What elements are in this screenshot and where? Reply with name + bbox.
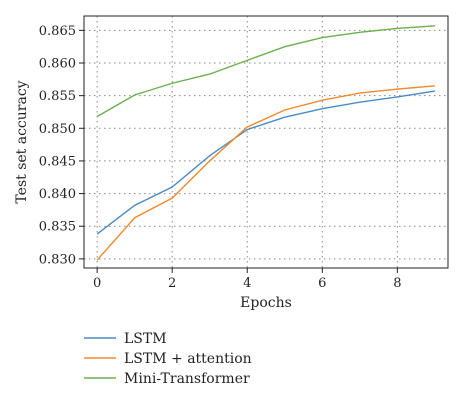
y-axis-label: Test set accuracy [14, 80, 30, 203]
x-tick-label: 6 [318, 276, 326, 291]
y-tick-label: 0.860 [39, 57, 76, 72]
grid [84, 16, 448, 268]
x-tick-label: 8 [393, 276, 401, 291]
y-tick-label: 0.865 [39, 24, 76, 39]
y-tick-label: 0.840 [39, 187, 76, 202]
legend: LSTM LSTM + attention Mini-Transformer [84, 331, 252, 387]
series-line-2 [96, 25, 435, 118]
y-tick-label: 0.850 [39, 122, 76, 137]
x-axis-label: Epochs [240, 295, 292, 311]
series-line-0 [96, 90, 435, 235]
series-line-1 [96, 85, 435, 261]
legend-item: Mini-Transformer [84, 371, 250, 387]
legend-label: LSTM + attention [124, 351, 252, 367]
x-tick-label: 4 [243, 276, 251, 291]
legend-item: LSTM [84, 331, 167, 347]
plot-frame [83, 15, 449, 269]
y-tick-label: 0.830 [39, 252, 76, 267]
legend-item: LSTM + attention [84, 351, 252, 367]
y-tick-label: 0.855 [39, 89, 76, 104]
y-tick-label: 0.835 [39, 220, 76, 235]
axis-ticks: 0 2 4 6 8 0.830 0.835 0.840 0.845 0.850 0.855 0.860… [39, 24, 402, 291]
legend-label: LSTM [124, 331, 167, 347]
x-tick-label: 2 [168, 276, 176, 291]
series-lines [96, 25, 435, 261]
y-tick-label: 0.845 [39, 154, 76, 169]
legend-label: Mini-Transformer [124, 371, 250, 387]
x-tick-label: 0 [93, 276, 101, 291]
